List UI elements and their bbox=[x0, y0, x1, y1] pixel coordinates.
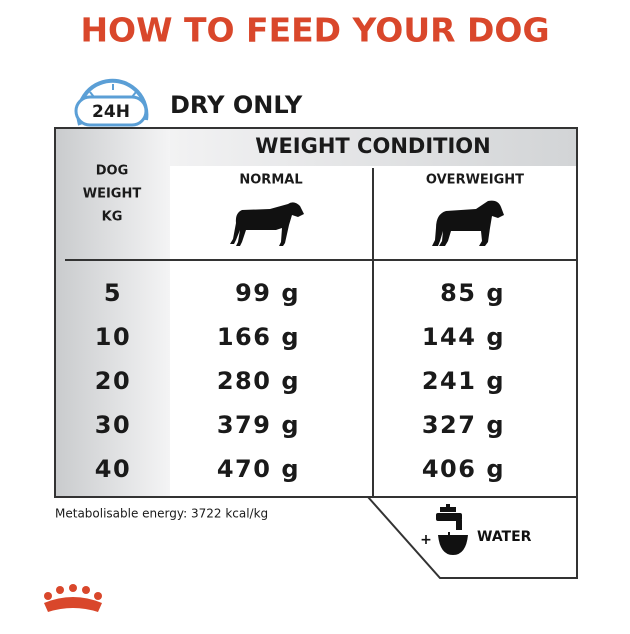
footnote: Metabolisable energy: 3722 kcal/kg bbox=[55, 507, 268, 521]
portion-cell: 280 g bbox=[217, 367, 300, 395]
weight-cell: 5 bbox=[104, 279, 122, 307]
weight-cell: 30 bbox=[95, 411, 131, 439]
water-box bbox=[367, 496, 578, 579]
brand-logo bbox=[44, 584, 102, 612]
weight-cell: 20 bbox=[95, 367, 131, 395]
group-header: WEIGHT CONDITION bbox=[255, 134, 490, 158]
portion-cell: 406 g bbox=[422, 455, 505, 483]
portion-cell: 144 g bbox=[422, 323, 505, 351]
group-header-bg bbox=[170, 128, 577, 166]
weight-cell: 40 bbox=[95, 455, 131, 483]
portion-cell: 99 g bbox=[235, 279, 300, 307]
title: HOW TO FEED YOUR DOG bbox=[80, 11, 549, 50]
water-icon bbox=[436, 504, 468, 555]
clock-icon bbox=[74, 78, 149, 127]
row-header-line: KG bbox=[102, 210, 123, 225]
row-header-bg bbox=[55, 128, 170, 497]
column-header: OVERWEIGHT bbox=[426, 173, 524, 188]
portion-cell: 85 g bbox=[440, 279, 505, 307]
dog-normal-icon bbox=[230, 202, 304, 246]
subtitle: DRY ONLY bbox=[170, 91, 303, 119]
portion-cell: 166 g bbox=[217, 323, 300, 351]
row-header-line: DOG bbox=[96, 164, 129, 179]
table-border bbox=[54, 127, 578, 498]
column-header: NORMAL bbox=[239, 173, 302, 188]
row-header-line: WEIGHT bbox=[83, 187, 142, 202]
portion-cell: 470 g bbox=[217, 455, 300, 483]
plus-sign: + bbox=[420, 532, 432, 548]
portion-cell: 379 g bbox=[217, 411, 300, 439]
badge-label: 24H bbox=[92, 102, 130, 122]
water-label: WATER bbox=[477, 529, 532, 545]
portion-cell: 327 g bbox=[422, 411, 505, 439]
portion-cell: 241 g bbox=[422, 367, 505, 395]
dog-overweight-icon bbox=[432, 200, 504, 246]
weight-cell: 10 bbox=[95, 323, 131, 351]
